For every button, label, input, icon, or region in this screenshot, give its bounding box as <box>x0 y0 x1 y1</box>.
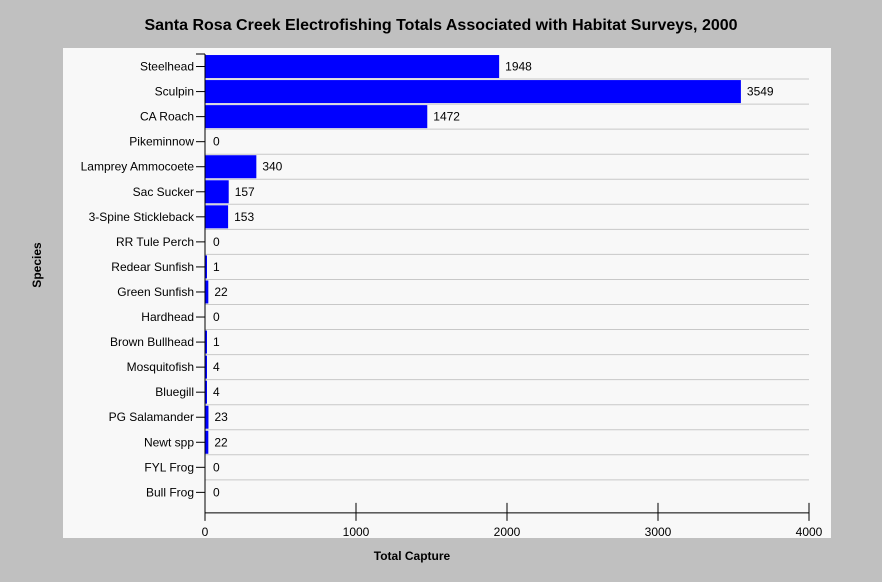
bar <box>205 80 741 104</box>
chart-title: Santa Rosa Creek Electrofishing Totals A… <box>144 17 738 34</box>
category-label: Mosquitofish <box>127 360 194 374</box>
y-axis-title: Species <box>30 242 44 288</box>
bar <box>205 430 209 454</box>
x-tick-label: 3000 <box>645 525 672 539</box>
bar <box>205 380 207 404</box>
x-tick-label: 1000 <box>343 525 370 539</box>
category-label: Sac Sucker <box>133 185 194 199</box>
data-label: 4 <box>213 385 220 399</box>
bar <box>205 355 207 379</box>
bar <box>205 330 207 354</box>
plot-area <box>63 48 831 538</box>
x-tick-label: 2000 <box>494 525 521 539</box>
bar <box>205 205 229 229</box>
data-label: 1472 <box>433 110 460 124</box>
bar <box>205 155 257 179</box>
bar <box>205 55 500 79</box>
data-label: 1 <box>213 335 220 349</box>
category-label: Brown Bullhead <box>110 335 194 349</box>
data-label: 0 <box>213 485 220 499</box>
x-tick-label: 4000 <box>796 525 823 539</box>
category-label: RR Tule Perch <box>116 235 194 249</box>
category-label: Bull Frog <box>146 485 194 499</box>
grid-lines <box>205 78 809 481</box>
data-label: 3549 <box>747 85 774 99</box>
data-label: 0 <box>213 310 220 324</box>
category-label: Pikeminnow <box>129 135 194 149</box>
x-axis-title: Total Capture <box>374 549 451 563</box>
category-labels: Steelhead Sculpin CA Roach Pikeminnow Lampre… <box>81 60 195 500</box>
bar <box>205 105 428 129</box>
bar <box>205 405 209 429</box>
data-label: 0 <box>213 460 220 474</box>
bar <box>205 255 207 279</box>
category-label: Redear Sunfish <box>111 260 194 274</box>
category-label: Hardhead <box>141 310 194 324</box>
bar <box>205 180 229 204</box>
data-label: 23 <box>214 410 228 424</box>
category-label: FYL Frog <box>144 460 194 474</box>
data-label: 22 <box>214 435 228 449</box>
x-tick-label: 0 <box>202 525 209 539</box>
category-label: Steelhead <box>140 60 194 74</box>
category-label: Newt spp <box>144 435 194 449</box>
category-label: 3-Spine Stickleback <box>89 210 195 224</box>
data-label: 1 <box>213 260 220 274</box>
category-label: Bluegill <box>155 385 194 399</box>
category-label: CA Roach <box>140 110 194 124</box>
data-label: 22 <box>214 285 228 299</box>
category-label: Lamprey Ammocoete <box>81 160 195 174</box>
category-label: Sculpin <box>155 85 194 99</box>
value-labels: 1948 3549 1472 0 340 157 153 0 1 22 0 1 4 4 23 22 0 0 <box>213 60 774 500</box>
data-label: 153 <box>234 210 254 224</box>
category-label: Green Sunfish <box>117 285 194 299</box>
category-label: PG Salamander <box>109 410 194 424</box>
data-label: 1948 <box>505 60 532 74</box>
data-label: 4 <box>213 360 220 374</box>
data-label: 0 <box>213 135 220 149</box>
data-label: 340 <box>262 160 282 174</box>
data-label: 157 <box>235 185 255 199</box>
bar <box>205 280 209 304</box>
bars <box>205 55 741 454</box>
data-label: 0 <box>213 235 220 249</box>
axes: 0 1000 2000 3000 4000 <box>196 53 823 539</box>
